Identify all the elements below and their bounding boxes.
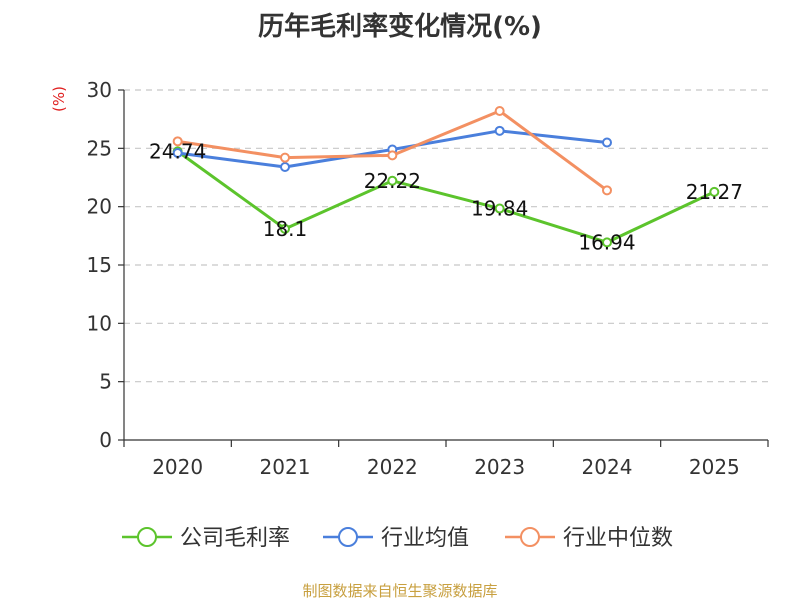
x-tick-label-2020: 2020 — [152, 455, 203, 479]
point-industry-median-2021 — [280, 152, 290, 163]
data-label-2023: 19.84 — [471, 197, 528, 221]
y-tick-label-25: 25 — [87, 136, 112, 160]
data-label-2021: 18.1 — [263, 217, 308, 241]
chart-title: 历年毛利率变化情况(%) — [258, 12, 542, 42]
y-tick-label-20: 20 — [87, 195, 112, 219]
legend-label-company[interactable]: 公司毛利率 — [180, 526, 290, 551]
point-industry-avg-2023 — [494, 125, 505, 136]
y-tick-label-30: 30 — [87, 78, 112, 102]
point-company-2022 — [387, 175, 398, 186]
point-industry-avg-2020 — [172, 148, 183, 158]
point-industry-median-2023 — [494, 106, 505, 116]
point-company-2025 — [709, 186, 720, 197]
data-label-2022: 22.22 — [364, 169, 421, 193]
point-industry-median-2020 — [172, 136, 183, 147]
x-tick-label-2022: 2022 — [367, 455, 418, 479]
y-tick-label-5: 5 — [99, 370, 112, 394]
point-industry-median-2024 — [602, 185, 612, 196]
point-company-2023 — [494, 203, 505, 214]
data-label-2025: 21.27 — [686, 180, 743, 204]
x-tick-label-2024: 2024 — [582, 455, 633, 479]
legend-marker-industry-avg[interactable] — [338, 527, 358, 547]
x-tick-label-2023: 2023 — [474, 455, 525, 479]
x-tick-label-2021: 2021 — [260, 455, 311, 479]
source-note: 制图数据来自恒生聚源数据库 — [302, 582, 498, 600]
y-tick-label-15: 15 — [87, 253, 112, 277]
point-industry-median-2022 — [387, 150, 398, 161]
series-line-company — [176, 150, 715, 244]
legend-marker-industry-median[interactable] — [520, 527, 540, 547]
point-industry-avg-2021 — [280, 162, 290, 172]
legend-label-industry-median[interactable]: 行业中位数 — [563, 526, 673, 551]
point-company-2021 — [280, 223, 290, 234]
y-tick-label-10: 10 — [87, 311, 112, 335]
x-tick-label-2025: 2025 — [689, 455, 740, 479]
legend-marker-company[interactable] — [137, 527, 157, 547]
point-industry-avg-2024 — [602, 137, 612, 148]
legend-label-industry-avg[interactable]: 行业均值 — [381, 526, 469, 551]
data-label-2024: 16.94 — [578, 230, 635, 254]
y-tick-label-0: 0 — [99, 428, 112, 452]
point-company-2024 — [602, 237, 612, 248]
data-label-2020: 24.74 — [149, 139, 206, 163]
